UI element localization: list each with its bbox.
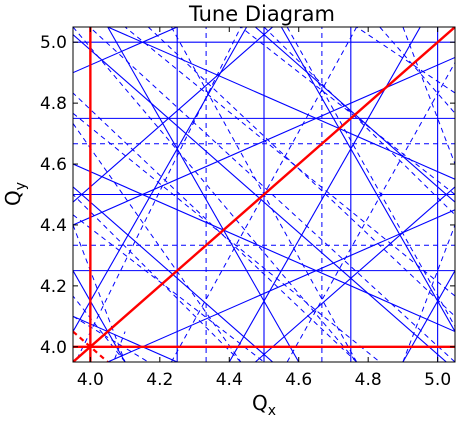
resonance-line-order3-dashed-9 — [263, 27, 455, 216]
resonance-line-order3-dashed-8 — [147, 27, 455, 317]
y-axis-label-main: Q — [1, 190, 25, 206]
resonance-line-order3-dashed-4 — [73, 315, 149, 362]
x-tick-label-1: 4.2 — [146, 370, 173, 390]
chart-title: Tune Diagram — [188, 2, 335, 26]
resonance-line-order3-dashed-26 — [286, 62, 455, 362]
resonance-line-order3-dashed-17 — [73, 224, 126, 362]
resonance-line-order3-dashed-16 — [356, 27, 455, 94]
resonance-line-order3-dashed-24 — [74, 27, 242, 362]
resonance-line-order3-dashed-22 — [402, 27, 455, 165]
x-tick-label-5: 5.0 — [424, 370, 451, 390]
y-tick-label-2: 4.4 — [40, 216, 67, 236]
resonance-line-order4-solid-6 — [73, 27, 179, 74]
resonance-line-order3-dashed-13 — [73, 92, 357, 362]
resonance-line-order3-dashed-15 — [240, 27, 455, 195]
resonance-line-order4-solid-9 — [73, 315, 179, 362]
y-tick-label-0: 4.0 — [40, 338, 67, 358]
y-tick-label-5: 5.0 — [40, 33, 67, 53]
resonance-line-order4-solid-12 — [402, 269, 455, 362]
y-tick-label-3: 4.6 — [40, 155, 67, 175]
resonance-line-order3-dashed-27 — [402, 224, 455, 362]
plot-frame — [72, 26, 456, 363]
x-axis-label-sub: x — [268, 403, 276, 419]
resonance-line-order3-dashed-12 — [73, 194, 242, 362]
x-axis-label: Qx — [252, 391, 276, 419]
resonance-line-order4-solid-15 — [73, 269, 126, 362]
x-axis-label-main: Q — [252, 391, 268, 415]
resonance-line-order3-dashed-14 — [124, 27, 455, 297]
resonance-line-order3-dashed-6 — [73, 112, 381, 362]
resonance-line-order1-solid-2 — [73, 27, 455, 362]
y-axis-ticks: 4.0 4.2 4.4 4.6 4.8 5.0 — [40, 33, 455, 358]
y-tick-label-1: 4.2 — [40, 277, 67, 297]
x-tick-label-4: 4.8 — [355, 370, 382, 390]
resonance-line-order2-solid-7 — [73, 27, 274, 203]
x-tick-label-2: 4.4 — [216, 370, 243, 390]
resonance-line-order3-dashed-18 — [73, 123, 242, 362]
resonance-line-order3-dashed-21 — [286, 27, 455, 327]
y-tick-label-4: 4.8 — [40, 94, 67, 114]
x-axis-ticks: 4.0 4.2 4.4 4.6 4.8 5.0 — [77, 27, 451, 390]
resonance-line-order1-dashed-0 — [73, 330, 109, 362]
y-axis-label: Qy — [1, 182, 29, 206]
y-axis-label-sub: y — [13, 182, 29, 190]
x-tick-label-0: 4.0 — [77, 370, 104, 390]
resonance-line-order3-dashed-5 — [73, 214, 265, 362]
resonance-line-order3-dashed-11 — [73, 295, 126, 362]
x-tick-label-3: 4.6 — [285, 370, 312, 390]
resonance-line-order3-dashed-10 — [379, 27, 455, 114]
resonance-line-order2-solid-8 — [254, 186, 455, 362]
